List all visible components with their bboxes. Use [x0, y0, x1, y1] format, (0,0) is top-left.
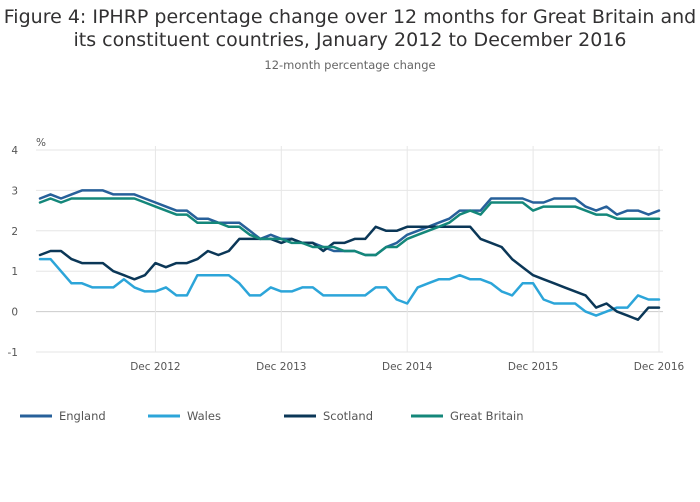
series-line-scotland [38, 225, 661, 321]
x-tick-label: Dec 2012 [130, 361, 180, 373]
y-tick-label: -1 [8, 347, 18, 359]
legend: England Wales Scotland Great Britain [20, 409, 524, 423]
chart-title: Figure 4: IPHRP percentage change over 1… [3, 6, 697, 51]
y-tick-label: 2 [11, 226, 18, 238]
legend-label: England [59, 409, 106, 423]
legend-item-england[interactable]: England [20, 409, 106, 423]
legend-label: Great Britain [450, 409, 524, 423]
grid-lines [36, 146, 663, 353]
y-tick-label: 3 [11, 185, 18, 197]
x-tick-label: Dec 2014 [382, 361, 433, 373]
legend-item-scotland[interactable]: Scotland [284, 409, 373, 423]
x-tick-label: Dec 2015 [508, 361, 558, 373]
legend-item-wales[interactable]: Wales [148, 409, 221, 423]
x-tick-label: Dec 2013 [256, 361, 306, 373]
x-tick-label: Dec 2016 [634, 361, 685, 373]
legend-label: Scotland [323, 409, 373, 423]
series-lines [38, 189, 661, 321]
y-axis-label: % [36, 137, 46, 149]
y-axis: % -1 0 1 2 3 4 [8, 137, 46, 359]
y-tick-label: 4 [11, 145, 18, 157]
y-tick-label: 1 [11, 266, 18, 278]
chart-subtitle: 12-month percentage change [264, 58, 436, 72]
legend-label: Wales [187, 409, 221, 423]
series-line-wales [38, 257, 661, 317]
y-tick-label: 0 [11, 307, 18, 319]
legend-item-great-britain[interactable]: Great Britain [411, 409, 524, 423]
x-axis: Dec 2012 Dec 2013 Dec 2014 Dec 2015 Dec 2016 [130, 361, 684, 373]
series-line-great-britain [38, 197, 661, 257]
series-line-england [38, 189, 661, 257]
